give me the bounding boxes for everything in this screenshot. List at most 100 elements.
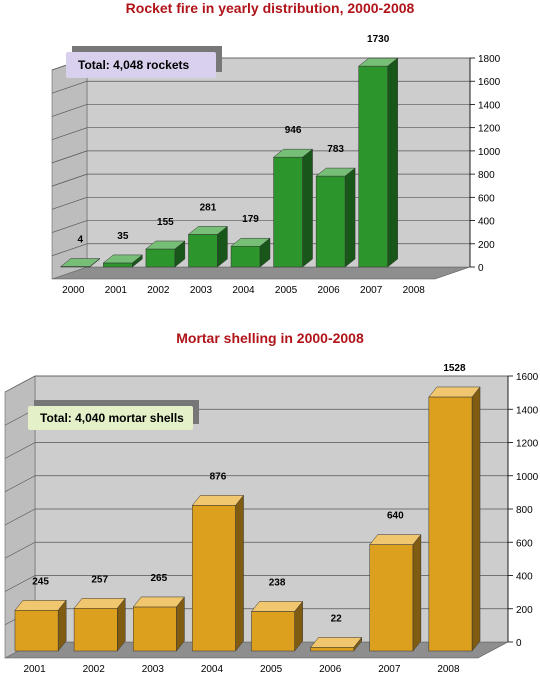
mortar-bar-top (191, 495, 245, 506)
rocket-bar-top (230, 237, 271, 247)
mortar-y-tick-label: 1000 (516, 472, 539, 483)
mortar-y-tick-label: 0 (516, 638, 522, 649)
mortar-bar (14, 610, 59, 652)
rocket-y-tick-label: 800 (478, 170, 495, 181)
mortar-x-tick-label: 2006 (319, 664, 342, 675)
mortar-y-tick-label: 1200 (516, 439, 539, 450)
rocket-data-label: 35 (117, 231, 129, 242)
rocket-y-tick-label: 400 (478, 217, 495, 228)
rocket-bar-top (60, 258, 101, 267)
mortar-x-tick-label: 2008 (437, 664, 460, 675)
rocket-bar-top (357, 57, 399, 67)
mortar-bar-side (471, 386, 481, 652)
rocket-bar (273, 156, 303, 268)
mortar-bar-side (235, 494, 244, 652)
mortar-bar (251, 611, 295, 652)
mortar-data-label: 238 (269, 577, 286, 588)
rocket-gridline (51, 173, 88, 187)
mortar-bar (369, 544, 414, 652)
rocket-bar-top (187, 226, 229, 235)
mortar-y-tick-label: 600 (516, 538, 533, 549)
rocket-x-tick-label: 2004 (232, 285, 255, 296)
mortar-x-tick-label: 2002 (83, 664, 106, 675)
rocket-y-tick-label: 1200 (478, 124, 501, 135)
mortar-bar-top (369, 534, 422, 545)
rocket-gridline (51, 220, 88, 233)
rocket-y-tick-label: 1000 (478, 147, 501, 158)
mortar-x-tick-label: 2001 (23, 664, 46, 675)
rocket-x-tick-label: 2001 (105, 285, 128, 296)
mortar-y-tick-label: 800 (516, 505, 533, 516)
rocket-x-tick-label: 2003 (190, 285, 213, 296)
rocket-bar (358, 65, 388, 268)
rocket-x-tick-label: 2000 (62, 285, 85, 296)
rocket-chart: 0 200 400 600 800 1000 1200 1400 1600 1800 2000 4 20… (51, 34, 501, 296)
rocket-annotation-box (66, 52, 216, 78)
mortar-gridline (4, 508, 36, 526)
mortar-data-label: 245 (32, 576, 49, 587)
rocket-gridline (51, 243, 88, 257)
rocket-data-label: 946 (285, 125, 302, 136)
mortar-bar-top (14, 600, 67, 611)
rocket-y-tick-label: 600 (478, 193, 495, 204)
mortar-bar (310, 647, 355, 652)
rocket-bar-top (315, 167, 356, 177)
mortar-y-tick-label: 1600 (516, 372, 539, 383)
rocket-y-tick-label: 1400 (478, 100, 501, 111)
mortar-annotation-box (28, 406, 193, 430)
rocket-x-tick-label: 2007 (360, 285, 383, 296)
mortar-bar-top (132, 596, 185, 608)
mortar-gridline (4, 442, 36, 459)
rocket-data-label: 783 (327, 144, 344, 155)
rocket-gridline (51, 104, 88, 117)
mortar-data-label: 257 (91, 574, 108, 585)
rocket-y-tick-label: 1800 (478, 54, 501, 65)
rocket-data-label: 179 (242, 214, 259, 225)
rocket-annotation: Total: 4,048 rockets (78, 58, 189, 72)
mortar-x-tick-label: 2004 (201, 664, 224, 675)
mortar-y-tick-label: 200 (516, 605, 533, 616)
mortar-data-label: 876 (210, 471, 227, 482)
rocket-gridline (51, 197, 88, 210)
mortar-bar-top (428, 386, 481, 398)
rocket-x-tick-label: 2006 (317, 285, 340, 296)
rocket-data-label: 1730 (367, 34, 390, 45)
rocket-x-tick-label: 2008 (403, 285, 426, 296)
mortar-chart-title: Mortar shelling in 2000-2008 (176, 330, 364, 346)
rocket-gridline (51, 127, 88, 140)
rocket-x-tick-label: 2002 (147, 285, 170, 296)
rocket-chart-title: Rocket fire in yearly distribution, 2000… (125, 0, 415, 16)
mortar-gridline (4, 541, 36, 559)
mortar-bar (428, 396, 473, 652)
rocket-y-tick-label: 200 (478, 240, 495, 251)
rocket-bar-top (272, 148, 314, 158)
rocket-bar (188, 234, 218, 268)
mortar-bar-top (250, 601, 304, 612)
mortar-bar-side (412, 533, 422, 652)
mortar-data-label: 22 (331, 613, 343, 624)
mortar-bar-top (310, 637, 363, 648)
mortar-y-tick-label: 400 (516, 572, 533, 583)
mortar-bar-top (73, 598, 126, 609)
mortar-gridline (4, 375, 36, 393)
rocket-data-label: 281 (200, 202, 217, 213)
mortar-gridline (4, 475, 36, 493)
rocket-data-label: 4 (77, 235, 83, 246)
rocket-bar-top (102, 254, 144, 264)
rocket-gridline (51, 80, 88, 94)
rocket-bar-top (145, 240, 186, 250)
rocket-x-tick-label: 2005 (275, 285, 298, 296)
mortar-bar (73, 608, 118, 652)
rocket-y-tick-label: 0 (478, 263, 484, 274)
mortar-bar (192, 505, 236, 652)
rocket-y-tick-label: 1600 (478, 77, 501, 88)
mortar-data-label: 265 (150, 573, 167, 584)
mortar-data-label: 640 (387, 511, 404, 522)
mortar-x-tick-label: 2003 (142, 664, 165, 675)
rocket-gridline (51, 150, 88, 164)
mortar-gridline (4, 575, 36, 592)
mortar-data-label: 1528 (443, 363, 466, 374)
mortar-bar (132, 606, 177, 652)
mortar-annotation: Total: 4,040 mortar shells (40, 411, 184, 425)
